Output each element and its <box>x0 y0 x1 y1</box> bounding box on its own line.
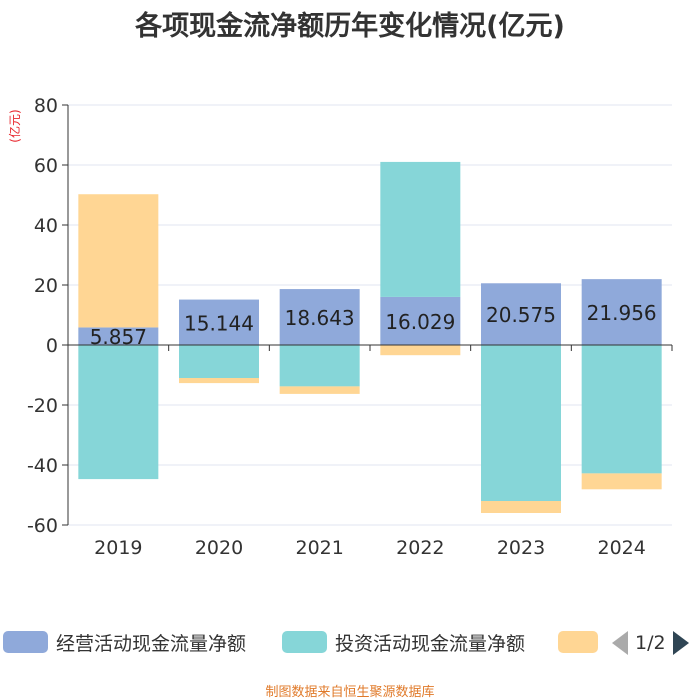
bar-2021-s0 <box>279 289 360 345</box>
bar-2019-s1 <box>78 345 159 480</box>
bar-2020-s2 <box>179 378 259 384</box>
bar-2024-s1 <box>581 345 662 474</box>
bar-2022-s2 <box>380 345 461 356</box>
pager-prev-icon[interactable] <box>612 631 628 655</box>
legend-item-investing[interactable]: 投资活动现金流量净额 <box>282 626 525 658</box>
x-tick-label: 2020 <box>195 537 243 559</box>
legend-swatch-operating <box>3 631 48 653</box>
legend-swatch-financing <box>558 631 598 653</box>
data-label: 5.857 <box>90 325 147 349</box>
y-tick-label: 60 <box>34 155 58 177</box>
data-label: 16.029 <box>385 310 455 334</box>
bar-2024-s0 <box>581 279 662 345</box>
data-label: 21.956 <box>587 301 657 325</box>
bar-2019-s0 <box>78 327 159 345</box>
y-tick-label: -60 <box>27 515 58 537</box>
label-layer: 5.857 15.144 18.643 16.029 20.575 21.956 <box>90 301 657 349</box>
bar-2021-s2 <box>279 386 360 394</box>
bar-2024-s2 <box>581 473 662 490</box>
y-tick-label: 20 <box>34 275 58 297</box>
y-tick-label: -40 <box>27 455 58 477</box>
x-tick-label: 2019 <box>94 537 142 559</box>
y-tick-label: -20 <box>27 395 58 417</box>
legend-swatch-investing <box>282 631 327 653</box>
bar-2023-s1 <box>481 345 561 501</box>
legend-label-investing: 投资活动现金流量净额 <box>335 632 526 655</box>
legend-pager: 1/2 <box>612 628 689 658</box>
bar-2021-s1 <box>279 345 360 387</box>
y-axis-label: (亿元) <box>7 109 22 142</box>
axes-layer: -60 -40 -20 0 20 40 60 80 2019 2020 2021 2022 2023 20… <box>27 95 673 559</box>
source-note: 制图数据来自恒生聚源数据库 <box>265 685 435 700</box>
legend-item-operating[interactable]: 经营活动现金流量净额 <box>3 626 246 658</box>
pager-next-icon[interactable] <box>672 631 689 655</box>
pager-page-text: 1/2 <box>635 632 666 654</box>
bar-2023-s0 <box>481 283 561 345</box>
bar-2019-s2 <box>78 194 159 328</box>
legend-item-financing[interactable] <box>558 626 598 658</box>
grid-lines <box>68 104 672 526</box>
bar-2020-s1 <box>179 345 259 378</box>
data-label: 15.144 <box>184 311 254 335</box>
data-label: 20.575 <box>486 303 556 327</box>
data-label: 18.643 <box>285 306 355 330</box>
bar-2023-s2 <box>481 501 561 513</box>
y-tick-label: 40 <box>34 215 58 237</box>
x-tick-label: 2022 <box>396 537 444 559</box>
chart-title: 各项现金流净额历年变化情况(亿元) <box>135 11 565 42</box>
x-tick-label: 2024 <box>597 537 645 559</box>
x-tick-label: 2023 <box>497 537 545 559</box>
bar-2022-s1 <box>380 161 461 297</box>
bar-2022-s0 <box>380 296 461 345</box>
y-tick-label: 80 <box>34 95 58 117</box>
y-tick-label: 0 <box>46 335 58 357</box>
x-tick-label: 2021 <box>295 537 343 559</box>
bar-2020-s0 <box>179 299 259 345</box>
chart-svg: -60 -40 -20 0 20 40 60 80 2019 2020 2021 2022 2023 20… <box>7 95 673 559</box>
legend-label-operating: 经营活动现金流量净额 <box>56 632 247 655</box>
bar-layer <box>78 161 662 513</box>
